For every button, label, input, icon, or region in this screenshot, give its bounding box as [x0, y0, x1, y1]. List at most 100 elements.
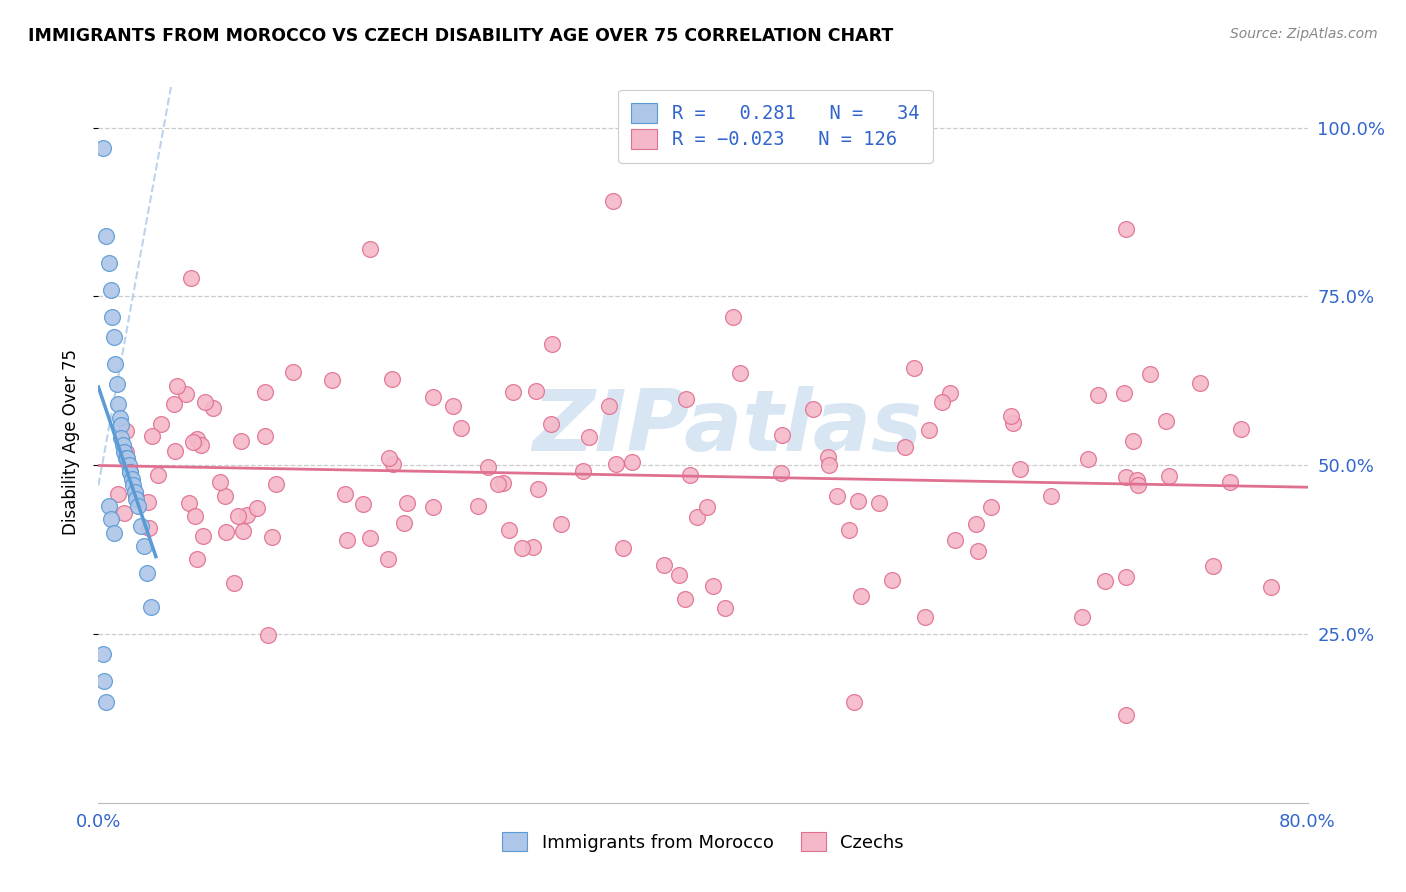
Point — [232, 524, 254, 538]
Point — [844, 694, 866, 708]
Point — [127, 499, 149, 513]
Point — [114, 445, 136, 459]
Point — [450, 420, 472, 434]
Point — [125, 491, 148, 506]
Point — [1114, 386, 1136, 401]
Y-axis label: Disability Age Over 75: Disability Age Over 75 — [62, 349, 80, 534]
Point — [1219, 475, 1241, 490]
Point — [827, 489, 849, 503]
Point — [91, 647, 114, 661]
Point — [817, 450, 839, 464]
Point — [395, 496, 418, 510]
Point — [510, 541, 533, 556]
Point — [98, 499, 121, 513]
Point — [214, 489, 236, 503]
Point — [246, 501, 269, 516]
Point — [918, 423, 941, 437]
Point — [229, 434, 252, 448]
Point — [1260, 580, 1282, 594]
Point — [903, 361, 925, 376]
Point — [770, 428, 793, 442]
Point — [132, 539, 155, 553]
Point — [980, 500, 1002, 514]
Point — [1188, 376, 1211, 390]
Point — [441, 400, 464, 414]
Point — [486, 477, 509, 491]
Point — [846, 493, 869, 508]
Point — [1154, 414, 1177, 428]
Point — [264, 477, 287, 491]
Point — [673, 592, 696, 607]
Point — [1115, 570, 1137, 584]
Point — [141, 428, 163, 442]
Point — [260, 530, 283, 544]
Point — [215, 524, 238, 539]
Point — [1229, 422, 1251, 436]
Point — [166, 379, 188, 393]
Point — [1094, 574, 1116, 589]
Point — [1139, 368, 1161, 382]
Point — [222, 575, 245, 590]
Point — [124, 490, 146, 504]
Point — [107, 487, 129, 501]
Point — [1077, 452, 1099, 467]
Point — [359, 532, 381, 546]
Point — [1122, 434, 1144, 448]
Point — [360, 242, 382, 256]
Point — [115, 451, 138, 466]
Point — [111, 438, 134, 452]
Point — [94, 228, 117, 243]
Point — [103, 330, 125, 344]
Point — [522, 540, 544, 554]
Point — [1115, 708, 1137, 723]
Point — [612, 541, 634, 556]
Point — [502, 384, 524, 399]
Point — [849, 589, 872, 603]
Point — [150, 417, 173, 431]
Point — [107, 397, 129, 411]
Point — [801, 401, 824, 416]
Point — [129, 519, 152, 533]
Point — [578, 429, 600, 443]
Point — [1202, 558, 1225, 573]
Point — [477, 459, 499, 474]
Point — [605, 457, 627, 471]
Point — [696, 500, 718, 515]
Point — [120, 465, 142, 479]
Point — [377, 451, 399, 466]
Point — [818, 458, 841, 472]
Point — [163, 397, 186, 411]
Point — [966, 544, 988, 558]
Point — [91, 141, 114, 155]
Point — [253, 385, 276, 400]
Point — [498, 523, 520, 537]
Point — [381, 372, 404, 386]
Point — [838, 523, 860, 537]
Point — [939, 386, 962, 401]
Point — [181, 434, 204, 449]
Point — [122, 478, 145, 492]
Text: IMMIGRANTS FROM MOROCCO VS CZECH DISABILITY AGE OVER 75 CORRELATION CHART: IMMIGRANTS FROM MOROCCO VS CZECH DISABIL… — [28, 27, 893, 45]
Point — [679, 468, 702, 483]
Point — [880, 573, 903, 587]
Point — [894, 440, 917, 454]
Point — [141, 599, 163, 614]
Point — [1071, 610, 1094, 624]
Point — [540, 417, 562, 432]
Point — [1115, 222, 1137, 236]
Point — [94, 694, 117, 708]
Point — [728, 366, 751, 380]
Point — [352, 497, 374, 511]
Text: ZIPatlas: ZIPatlas — [531, 385, 922, 468]
Point — [467, 499, 489, 513]
Point — [1000, 409, 1022, 424]
Point — [422, 500, 444, 515]
Point — [208, 475, 231, 489]
Point — [100, 283, 122, 297]
Point — [190, 438, 212, 452]
Point — [1010, 462, 1032, 476]
Point — [1126, 473, 1149, 487]
Point — [120, 465, 142, 479]
Point — [321, 373, 343, 387]
Point — [114, 506, 136, 520]
